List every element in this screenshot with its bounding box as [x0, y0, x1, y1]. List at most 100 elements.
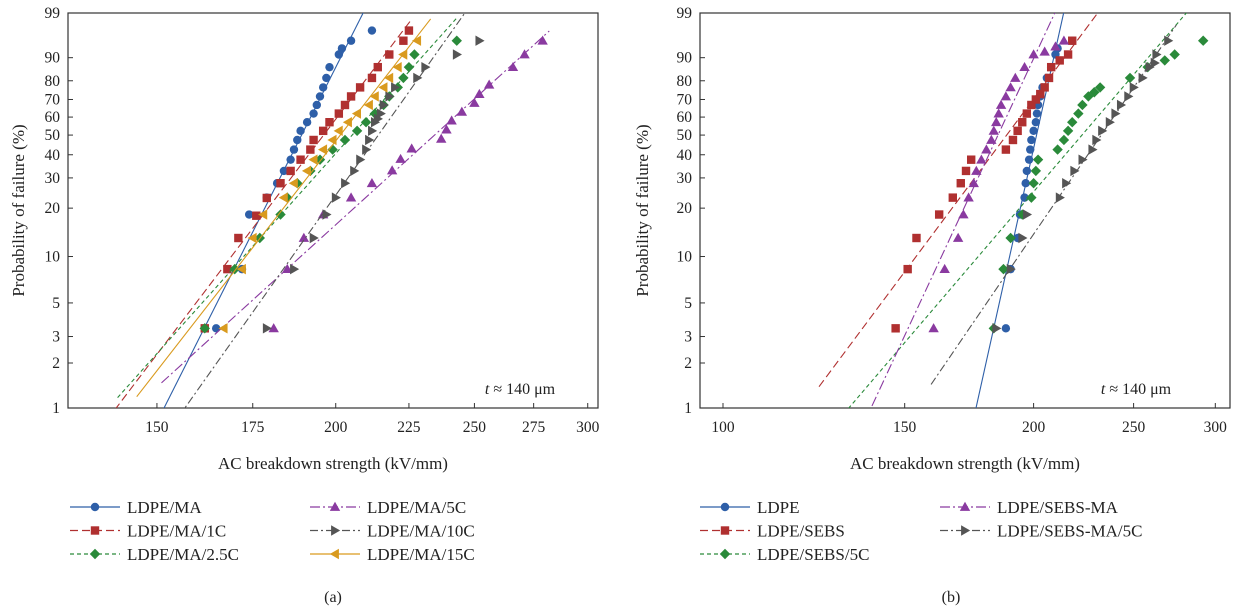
data-point: [282, 263, 293, 274]
data-point: [298, 232, 310, 242]
legend-swatch-marker: [720, 526, 730, 535]
data-point: [1067, 117, 1078, 128]
legend: LDPE/MA LDPE/MA/5C LDPE/MA/1C LDPE/MA/10C LD…: [70, 498, 475, 564]
data-point: [252, 211, 261, 220]
legend-item: LDPE: [700, 498, 800, 517]
data-point: [318, 126, 328, 136]
data-point: [391, 82, 401, 93]
y-tick-label: 70: [677, 91, 693, 108]
data-point: [362, 144, 372, 155]
data-point: [1036, 89, 1045, 99]
fit-line: [136, 18, 432, 398]
data-point: [1010, 72, 1021, 82]
data-point: [1031, 95, 1041, 104]
data-point: [360, 117, 372, 128]
y-tick-label: 5: [684, 295, 692, 312]
data-point: [1046, 62, 1056, 72]
data-point: [421, 61, 431, 73]
data-point: [1027, 135, 1036, 145]
data-point: [289, 145, 299, 154]
legend-label: LDPE/MA/15C: [367, 545, 475, 564]
data-point: [981, 144, 992, 154]
data-point: [258, 209, 268, 220]
series-ldpe-ma-1c: [115, 20, 414, 408]
data-point: [971, 165, 982, 175]
legend-swatch-marker: [719, 548, 731, 560]
y-tick-label: 90: [677, 50, 693, 67]
data-point: [199, 323, 210, 334]
data-point: [1088, 144, 1098, 155]
data-point: [1021, 179, 1030, 188]
data-point: [1000, 91, 1012, 101]
data-point: [1028, 178, 1039, 189]
data-point: [939, 263, 950, 274]
data-point: [337, 44, 347, 53]
y-tick-label: 99: [677, 5, 693, 22]
data-point: [1005, 82, 1016, 92]
data-point: [537, 35, 548, 45]
data-point: [340, 100, 350, 110]
data-point: [934, 210, 944, 219]
data-point: [211, 324, 221, 333]
data-point: [325, 118, 334, 127]
annotation-variable: t: [485, 381, 490, 398]
data-point: [1078, 154, 1088, 165]
data-point: [275, 209, 286, 220]
data-point: [469, 97, 480, 107]
panel-label: (b): [942, 589, 961, 606]
data-point: [341, 178, 351, 189]
data-point: [309, 109, 318, 118]
data-point: [296, 155, 305, 164]
y-tick-label: 80: [677, 73, 693, 90]
data-point: [306, 145, 315, 154]
data-point: [1098, 125, 1108, 137]
data-point: [376, 108, 386, 119]
data-point: [218, 323, 228, 334]
data-point: [403, 61, 415, 73]
data-point: [318, 83, 328, 92]
data-point: [456, 106, 468, 116]
data-point: [268, 323, 279, 333]
x-tick-label: 250: [1122, 419, 1146, 436]
fit-line: [161, 30, 550, 384]
data-point: [1028, 49, 1039, 59]
data-point: [1039, 46, 1050, 56]
data-point: [1159, 55, 1170, 66]
fit-line: [117, 17, 458, 398]
x-tick-label: 225: [397, 419, 421, 436]
data-point: [475, 35, 485, 46]
data-point: [302, 118, 312, 127]
data-point: [322, 209, 332, 220]
data-point: [998, 263, 1009, 275]
y-tick-label: 3: [684, 329, 692, 346]
data-point: [333, 125, 343, 137]
legend-label: LDPE/SEBS-MA: [997, 498, 1119, 517]
series-ldpe-ma: [163, 13, 377, 408]
legend-item: LDPE/SEBS-MA/5C: [940, 522, 1142, 541]
data-point: [351, 125, 363, 137]
data-point: [1055, 192, 1065, 203]
legend-swatch-marker: [329, 501, 341, 511]
data-point: [1070, 165, 1080, 177]
y-tick-label: 10: [677, 249, 693, 266]
thickness-annotation: t ≈ 140 μm: [485, 381, 556, 398]
data-point: [912, 233, 921, 243]
series-ldpe-ma-5c: [161, 30, 550, 384]
data-point: [325, 62, 334, 72]
data-point: [1152, 49, 1162, 60]
data-point: [369, 91, 379, 102]
data-point: [346, 36, 356, 45]
data-point: [317, 144, 328, 155]
data-point: [262, 193, 271, 203]
data-point: [367, 73, 377, 83]
data-point: [301, 165, 312, 177]
data-point: [378, 82, 388, 93]
data-point: [1005, 232, 1016, 244]
data-point: [312, 100, 322, 110]
y-tick-label: 30: [45, 170, 61, 187]
data-point: [928, 323, 939, 333]
data-point: [1138, 72, 1148, 84]
data-point: [956, 179, 965, 188]
data-point: [293, 135, 302, 145]
data-point: [1040, 83, 1049, 92]
